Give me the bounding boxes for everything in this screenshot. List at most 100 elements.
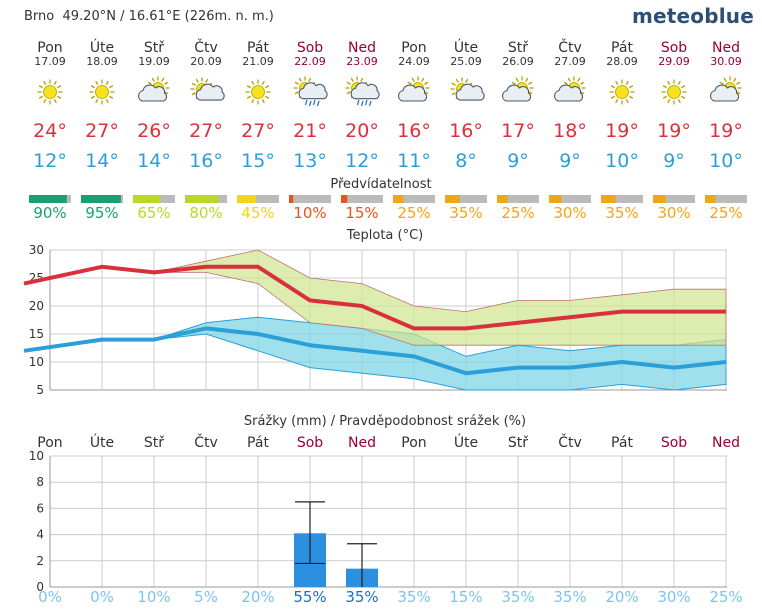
day-name: Pon — [37, 40, 62, 56]
predictability-value: 10% — [293, 204, 326, 222]
predictability-bar — [341, 195, 348, 203]
max-temp: 26° — [137, 120, 171, 142]
precip-tick: 10 — [29, 449, 44, 463]
precip-probability: 0% — [90, 588, 114, 606]
day-name: Ned — [348, 40, 376, 56]
day-date: 17.09 — [34, 55, 66, 68]
precip-tick: 2 — [36, 554, 44, 568]
max-temp-band — [23, 249, 727, 346]
precip-day-label: Sob — [661, 435, 687, 451]
predictability-bar-bg — [341, 195, 383, 203]
predictability-section: Předvídatelnost 90% 95% 65% 80% 45% 10% 15% 25% 3… — [29, 177, 747, 222]
precip-day-label: Úte — [90, 433, 114, 451]
precip-probability: 25% — [709, 588, 742, 606]
precip-day-label: Sob — [297, 435, 323, 451]
precip-probability: 20% — [241, 588, 274, 606]
day-date: 26.09 — [502, 55, 534, 68]
predictability-bar — [185, 195, 219, 203]
temperature-tick: 30 — [29, 243, 44, 257]
sun-icon — [89, 79, 115, 105]
predictability-value: 25% — [501, 204, 534, 222]
precipitation-chart: Srážky (mm) / Pravděpodobnost srážek (%)… — [29, 414, 743, 606]
max-temp: 27° — [241, 120, 275, 142]
predictability-value: 45% — [241, 204, 274, 222]
day-columns: Pon17.0924°12°Úte18.0927°14°Stř19.0926°1… — [33, 38, 743, 172]
sun-cloud-icon — [190, 77, 225, 101]
day-date: 22.09 — [294, 55, 326, 68]
max-temp-line — [23, 264, 726, 331]
min-temp: 11° — [397, 150, 431, 172]
predictability-value: 30% — [553, 204, 586, 222]
predictability-bar-bg — [653, 195, 695, 203]
precip-day-label: Ned — [712, 435, 740, 451]
predictability-value: 65% — [137, 204, 170, 222]
location-header: Brno 49.20°N / 16.61°E (226m. n. m.) — [24, 9, 274, 24]
max-temp: 21° — [293, 120, 327, 142]
min-temp-line — [23, 326, 727, 376]
day-name: Ned — [712, 40, 740, 56]
sun-cloud-rain-icon — [293, 76, 328, 107]
precip-probability: 35% — [397, 588, 430, 606]
partly-cloudy-icon — [502, 76, 534, 102]
max-temp: 20° — [345, 120, 379, 142]
precip-day-label: Čtv — [558, 433, 582, 451]
predictability-bar — [237, 195, 256, 203]
precip-day-label: Úte — [454, 433, 478, 451]
predictability-bar-bg — [497, 195, 539, 203]
predictability-bar — [29, 195, 67, 203]
predictability-bar — [549, 195, 562, 203]
day-date: 25.09 — [450, 55, 482, 68]
max-temp: 27° — [189, 120, 223, 142]
day-name: Sob — [661, 40, 687, 56]
min-temp: 10° — [605, 150, 639, 172]
predictability-value: 25% — [397, 204, 430, 222]
min-temp: 16° — [189, 150, 223, 172]
predictability-bar — [393, 195, 404, 203]
predictability-bar — [289, 195, 294, 203]
precip-tick: 4 — [36, 528, 44, 542]
predictability-bar-bg — [549, 195, 591, 203]
precip-probability: 55% — [293, 588, 326, 606]
temperature-tick: 20 — [29, 299, 44, 313]
min-temp: 10° — [709, 150, 743, 172]
day-date: 29.09 — [658, 55, 690, 68]
min-temp: 13° — [293, 150, 327, 172]
precip-day-label: Pon — [401, 435, 426, 451]
min-temp: 12° — [33, 150, 67, 172]
predictability-bar — [133, 195, 161, 203]
partly-cloudy-icon — [398, 76, 430, 102]
precip-probability: 30% — [657, 588, 690, 606]
predictability-bar — [445, 195, 460, 203]
day-name: Úte — [454, 38, 478, 56]
sun-cloud-rain-icon — [345, 76, 380, 107]
day-date: 24.09 — [398, 55, 430, 68]
day-date: 18.09 — [86, 55, 118, 68]
day-name: Pát — [247, 40, 269, 56]
max-temp: 19° — [605, 120, 639, 142]
day-name: Čtv — [558, 38, 582, 56]
precip-day-label: Stř — [144, 435, 164, 451]
sun-icon — [661, 79, 687, 105]
precip-day-label: Pát — [247, 435, 269, 451]
max-temp: 16° — [397, 120, 431, 142]
meteoblue-logo: meteoblue — [631, 4, 754, 28]
min-temp: 9° — [507, 150, 529, 172]
max-temp: 24° — [33, 120, 67, 142]
predictability-value: 35% — [449, 204, 482, 222]
max-temp: 16° — [449, 120, 483, 142]
predictability-value: 25% — [709, 204, 742, 222]
min-temp: 14° — [137, 150, 171, 172]
precip-day-label: Pon — [37, 435, 62, 451]
max-temp: 17° — [501, 120, 535, 142]
temperature-tick: 10 — [29, 355, 44, 369]
predictability-value: 15% — [345, 204, 378, 222]
sun-icon — [37, 79, 63, 105]
precip-probability: 35% — [553, 588, 586, 606]
min-temp: 12° — [345, 150, 379, 172]
precipitation-title: Srážky (mm) / Pravděpodobnost srážek (%) — [244, 414, 526, 429]
precip-day-label: Pát — [611, 435, 633, 451]
partly-cloudy-icon — [554, 76, 586, 102]
max-temp: 27° — [85, 120, 119, 142]
